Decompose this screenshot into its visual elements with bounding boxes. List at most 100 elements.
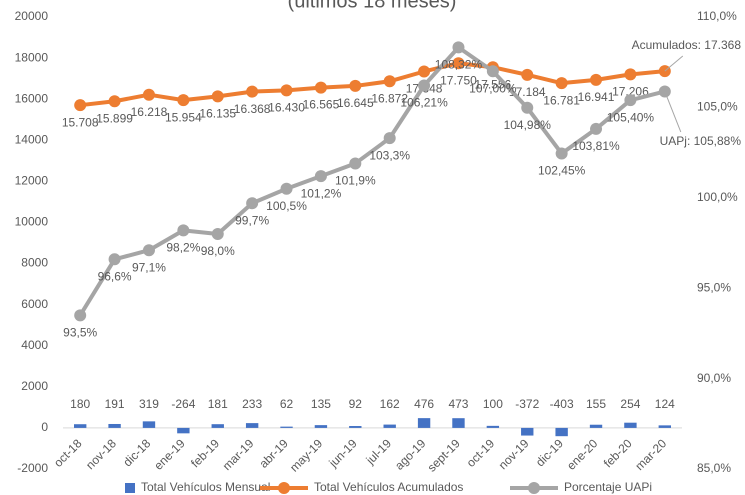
x-tick-label: jun-19 [325, 436, 359, 470]
bar [74, 424, 87, 428]
y2-tick-label: 110,0% [697, 9, 737, 23]
bar [555, 427, 568, 437]
data-label: 16.218 [131, 105, 168, 119]
marker [452, 57, 465, 70]
annotation: UAPj: 105,88% [660, 134, 742, 148]
marker [624, 94, 637, 107]
data-label: 96,6% [98, 269, 132, 283]
bar [142, 421, 156, 428]
bar [314, 425, 328, 428]
legend-swatch [528, 482, 540, 494]
legend-label: Total Vehículos Mensual [141, 480, 270, 494]
data-label: 103,3% [369, 148, 410, 162]
marker [142, 88, 155, 101]
marker [314, 170, 327, 183]
y-tick-label: -2000 [17, 461, 48, 475]
x-tick-label: feb-20 [601, 436, 635, 470]
data-label: 17.206 [612, 85, 649, 99]
marker [590, 73, 603, 86]
bar [280, 426, 293, 428]
legend-label: Total Vehículos Acumulados [314, 480, 463, 494]
y-tick-label: 20000 [15, 9, 49, 23]
data-label: 15.899 [96, 111, 133, 125]
marker [418, 65, 431, 78]
bar-label: 124 [655, 397, 675, 411]
leader-line [664, 55, 684, 72]
marker [211, 90, 224, 103]
x-tick-label: nov-19 [496, 436, 532, 472]
x-tick-label: dic-19 [533, 436, 566, 469]
chart-title: (últimos 18 meses) [288, 0, 457, 12]
data-label: 16.565 [303, 98, 340, 112]
marker [314, 81, 327, 94]
data-label: 15.954 [165, 110, 202, 124]
legend-swatch [278, 482, 290, 494]
bar-label: -403 [550, 397, 574, 411]
bar [177, 427, 190, 434]
x-tick-label: dic-18 [120, 436, 153, 469]
marker [177, 224, 190, 237]
y2-tick-label: 85,0% [697, 461, 731, 475]
marker [74, 99, 87, 112]
data-label: 107,00% [469, 81, 517, 95]
leader-line [664, 91, 682, 133]
x-tick-label: ene-19 [151, 436, 188, 473]
bar-label: 180 [70, 397, 90, 411]
data-label: 16.781 [543, 93, 580, 107]
data-label: 15.708 [62, 115, 99, 129]
marker [349, 157, 362, 170]
x-tick-label: ago-19 [392, 436, 429, 473]
y-tick-label: 18000 [15, 50, 49, 64]
bar [245, 423, 259, 428]
bar-label: 233 [242, 397, 262, 411]
legend-label: Porcentaje UAPi [564, 480, 652, 494]
y-tick-label: 6000 [21, 297, 48, 311]
marker [280, 182, 293, 195]
marker [418, 79, 431, 92]
data-label: 104,98% [504, 118, 552, 132]
bar [521, 427, 534, 436]
marker [486, 65, 499, 78]
bar-label: 155 [586, 397, 606, 411]
data-label: 100,5% [266, 199, 307, 213]
data-label: 106,21% [400, 96, 448, 110]
x-tick-label: mar-20 [632, 436, 669, 473]
data-label: 105,40% [607, 110, 655, 124]
data-label: 102,45% [538, 164, 586, 178]
y-tick-label: 10000 [15, 215, 49, 229]
y2-tick-label: 105,0% [697, 100, 738, 114]
bar [349, 426, 362, 428]
x-tick-label: oct-19 [464, 436, 498, 470]
marker [280, 84, 293, 97]
y-tick-label: 4000 [21, 338, 48, 352]
bar [589, 424, 603, 428]
marker [383, 75, 396, 88]
bar [624, 422, 637, 428]
marker [555, 77, 568, 90]
data-label: 98,2% [166, 241, 200, 255]
data-label: 16.645 [337, 96, 374, 110]
bar [658, 425, 671, 428]
marker [211, 227, 224, 240]
x-tick-label: oct-18 [51, 436, 85, 470]
bar-label: 135 [311, 397, 331, 411]
bar-label: 191 [105, 397, 125, 411]
y2-tick-label: 100,0% [697, 190, 738, 204]
y-tick-label: 8000 [21, 256, 48, 270]
bar-label: 473 [448, 397, 468, 411]
data-label: 16.941 [578, 90, 615, 104]
data-label: 108,32% [435, 58, 483, 72]
annotation: Acumulados: 17.368 [632, 38, 742, 52]
bar-label: 100 [483, 397, 503, 411]
y-tick-label: 2000 [21, 379, 48, 393]
bar [486, 425, 500, 428]
marker [142, 244, 155, 257]
marker [246, 85, 259, 98]
legend-swatch [125, 483, 135, 493]
y2-tick-label: 95,0% [697, 280, 731, 294]
marker [555, 147, 568, 160]
bar-label: 254 [620, 397, 640, 411]
data-label: 16.368 [234, 102, 271, 116]
x-tick-label: ene-20 [564, 436, 601, 473]
data-label: 16.430 [268, 101, 305, 115]
